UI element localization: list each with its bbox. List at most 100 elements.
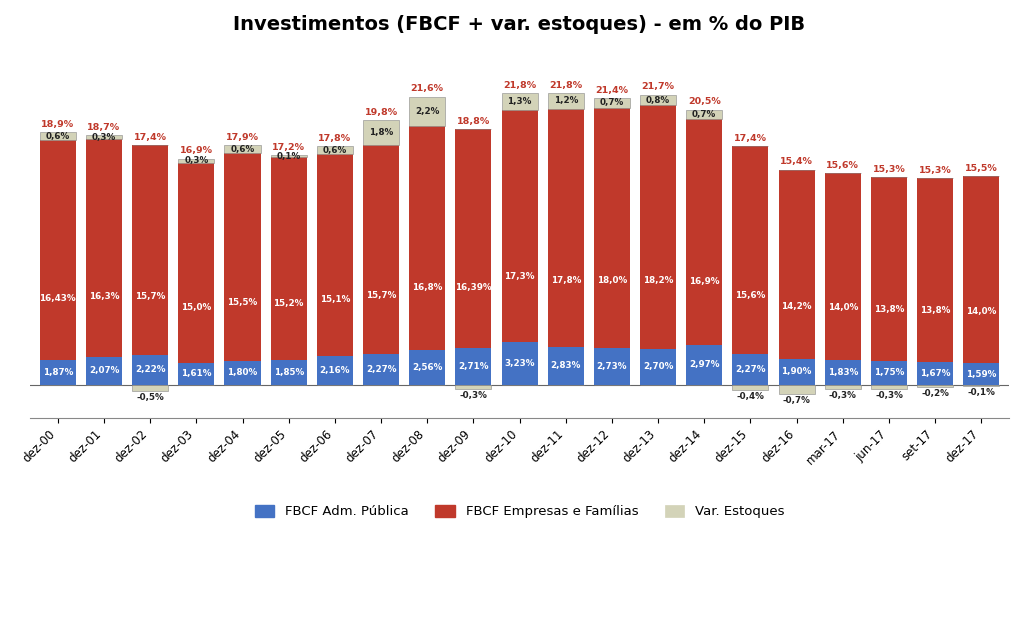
Text: 15,7%: 15,7%: [366, 291, 396, 300]
Bar: [132, 384, 168, 391]
Text: 0,8%: 0,8%: [646, 95, 670, 105]
Bar: [871, 177, 907, 361]
Bar: [224, 361, 260, 384]
Text: 1,85%: 1,85%: [273, 368, 304, 377]
Text: -0,7%: -0,7%: [782, 396, 811, 405]
Bar: [86, 139, 122, 357]
Bar: [178, 163, 214, 363]
Text: 13,8%: 13,8%: [873, 305, 904, 314]
Bar: [410, 126, 445, 350]
Bar: [732, 354, 768, 384]
Text: 14,0%: 14,0%: [966, 306, 996, 316]
Text: -0,2%: -0,2%: [922, 389, 949, 399]
Bar: [732, 384, 768, 390]
Text: 2,73%: 2,73%: [597, 362, 627, 371]
Bar: [316, 154, 353, 356]
Bar: [224, 145, 260, 154]
Bar: [871, 361, 907, 384]
Bar: [918, 178, 953, 362]
Bar: [640, 95, 676, 105]
Bar: [824, 384, 861, 389]
Bar: [778, 170, 815, 359]
Bar: [456, 348, 492, 384]
Title: Investimentos (FBCF + var. estoques) - em % do PIB: Investimentos (FBCF + var. estoques) - e…: [233, 15, 806, 34]
Text: 18,7%: 18,7%: [87, 123, 121, 132]
Text: 0,3%: 0,3%: [92, 132, 116, 142]
Text: 2,97%: 2,97%: [689, 360, 720, 370]
Text: 15,6%: 15,6%: [735, 292, 766, 300]
Text: 15,3%: 15,3%: [872, 165, 905, 173]
Bar: [594, 98, 630, 108]
Text: 16,3%: 16,3%: [89, 292, 119, 300]
Text: 0,6%: 0,6%: [230, 145, 255, 154]
Bar: [824, 360, 861, 384]
Bar: [548, 109, 584, 347]
Legend: FBCF Adm. Pública, FBCF Empresas e Famílias, Var. Estoques: FBCF Adm. Pública, FBCF Empresas e Famíl…: [250, 500, 790, 524]
Bar: [316, 356, 353, 384]
Bar: [410, 350, 445, 384]
Text: 2,70%: 2,70%: [643, 362, 673, 371]
Text: -0,3%: -0,3%: [828, 391, 857, 400]
Bar: [270, 360, 307, 384]
Bar: [686, 119, 722, 345]
Bar: [778, 384, 815, 394]
Text: 17,8%: 17,8%: [551, 275, 581, 285]
Text: 17,4%: 17,4%: [734, 134, 767, 142]
Text: 2,16%: 2,16%: [319, 366, 350, 374]
Text: 19,8%: 19,8%: [365, 108, 397, 117]
Text: 18,8%: 18,8%: [457, 117, 490, 126]
Text: 2,22%: 2,22%: [135, 365, 166, 374]
Text: 16,43%: 16,43%: [40, 293, 76, 303]
Text: 1,59%: 1,59%: [966, 370, 996, 379]
Text: 21,8%: 21,8%: [549, 80, 583, 90]
Bar: [456, 129, 492, 348]
Bar: [410, 97, 445, 126]
Text: 1,61%: 1,61%: [181, 370, 212, 378]
Text: 21,7%: 21,7%: [642, 82, 675, 92]
Bar: [178, 363, 214, 384]
Text: 1,75%: 1,75%: [873, 368, 904, 378]
Bar: [918, 384, 953, 387]
Bar: [871, 384, 907, 389]
Bar: [364, 121, 399, 144]
Text: 0,1%: 0,1%: [276, 152, 301, 161]
Bar: [40, 140, 76, 360]
Text: 15,5%: 15,5%: [965, 164, 997, 173]
Text: 16,9%: 16,9%: [689, 277, 720, 286]
Text: 18,9%: 18,9%: [41, 119, 75, 129]
Text: -0,5%: -0,5%: [136, 393, 164, 402]
Text: 21,8%: 21,8%: [503, 80, 537, 90]
Text: 2,2%: 2,2%: [415, 106, 439, 116]
Text: 1,90%: 1,90%: [781, 368, 812, 376]
Text: 1,80%: 1,80%: [227, 368, 258, 377]
Text: 1,2%: 1,2%: [554, 97, 578, 105]
Bar: [824, 173, 861, 360]
Bar: [132, 355, 168, 384]
Bar: [964, 363, 999, 384]
Text: 18,0%: 18,0%: [597, 276, 627, 285]
Text: 1,87%: 1,87%: [43, 368, 73, 377]
Bar: [640, 348, 676, 384]
Bar: [456, 384, 492, 389]
Text: 2,56%: 2,56%: [412, 363, 442, 372]
Text: 0,7%: 0,7%: [600, 98, 624, 108]
Bar: [40, 132, 76, 140]
Text: -0,1%: -0,1%: [968, 388, 995, 397]
Text: 1,3%: 1,3%: [507, 97, 531, 106]
Text: -0,3%: -0,3%: [876, 391, 903, 400]
Text: -0,4%: -0,4%: [736, 392, 764, 401]
Bar: [732, 146, 768, 354]
Text: 1,83%: 1,83%: [827, 368, 858, 377]
Bar: [364, 144, 399, 354]
Text: 0,6%: 0,6%: [323, 145, 347, 155]
Text: 17,9%: 17,9%: [226, 133, 259, 142]
Text: 1,67%: 1,67%: [920, 369, 950, 378]
Text: 17,4%: 17,4%: [134, 133, 167, 142]
Bar: [270, 157, 307, 360]
Bar: [502, 342, 538, 384]
Bar: [640, 105, 676, 348]
Bar: [502, 93, 538, 110]
Text: 15,6%: 15,6%: [826, 161, 859, 170]
Text: 1,8%: 1,8%: [369, 128, 393, 137]
Bar: [918, 362, 953, 384]
